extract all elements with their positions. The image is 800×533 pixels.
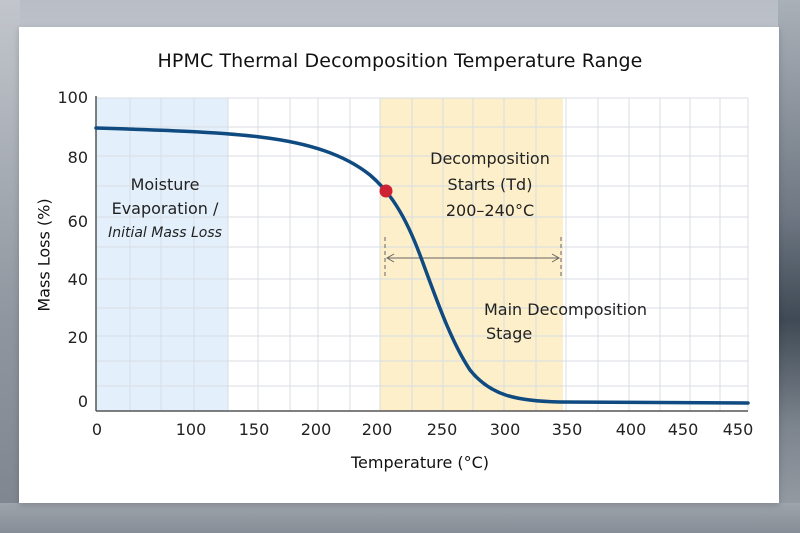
x-tick-350: 350 bbox=[551, 420, 583, 439]
main-line1: Main Decomposition bbox=[484, 300, 647, 319]
td-range-arrow bbox=[384, 237, 562, 279]
x-tick-250: 250 bbox=[426, 420, 458, 439]
x-tick-400: 400 bbox=[615, 420, 647, 439]
y-tick-20: 20 bbox=[67, 328, 88, 347]
x-tick-0: 0 bbox=[91, 420, 103, 439]
horizontal-gridlines bbox=[96, 97, 748, 387]
y-axis-label: Mass Loss (%) bbox=[34, 198, 54, 312]
y-tick-60: 60 bbox=[67, 212, 88, 231]
moisture-annotation: Moisture Evaporation / Initial Mass Loss bbox=[100, 173, 230, 245]
x-tick-200a: 200 bbox=[300, 420, 332, 439]
moisture-line3: Initial Mass Loss bbox=[108, 225, 222, 241]
background-right bbox=[778, 0, 800, 533]
decomp-line2: Starts (Td) bbox=[447, 175, 533, 194]
main-line2: Stage bbox=[486, 324, 533, 343]
x-tick-450b: 450 bbox=[722, 420, 754, 439]
main-stage-annotation: Main Decomposition Stage bbox=[484, 298, 647, 346]
decomposition-annotation: Decomposition Starts (Td) 200–240°C bbox=[400, 146, 580, 224]
x-tick-450a: 450 bbox=[667, 420, 699, 439]
x-axis-label: Temperature (°C) bbox=[350, 453, 490, 472]
y-tick-40: 40 bbox=[67, 270, 88, 289]
y-tick-80: 80 bbox=[67, 148, 88, 167]
x-tick-100: 100 bbox=[175, 420, 207, 439]
y-tick-0: 0 bbox=[77, 392, 88, 411]
decomposition-region bbox=[380, 98, 563, 411]
mass-loss-curve bbox=[94, 126, 750, 405]
background-bottom bbox=[0, 503, 800, 533]
moisture-line2: Evaporation / bbox=[111, 199, 219, 218]
moisture-line1: Moisture bbox=[130, 175, 200, 194]
y-tick-100: 100 bbox=[57, 88, 88, 107]
chart-title: HPMC Thermal Decomposition Temperature R… bbox=[157, 50, 643, 72]
x-tick-200b: 200 bbox=[361, 420, 393, 439]
decomposition-onset-marker bbox=[379, 184, 393, 198]
x-tick-300: 300 bbox=[489, 420, 521, 439]
decomp-line1: Decomposition bbox=[430, 149, 550, 168]
decomp-line3: 200–240°C bbox=[445, 201, 535, 220]
moisture-region bbox=[96, 98, 228, 411]
x-tick-150: 150 bbox=[238, 420, 270, 439]
background-left bbox=[0, 0, 20, 533]
vertical-gridlines bbox=[129, 98, 749, 411]
